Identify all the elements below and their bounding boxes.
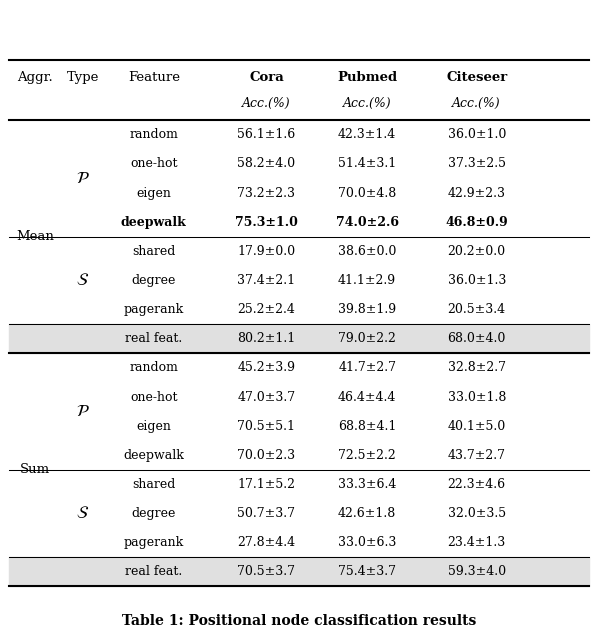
Text: 79.0±2.2: 79.0±2.2 — [338, 332, 396, 345]
Text: Cora: Cora — [249, 72, 284, 84]
Text: random: random — [129, 128, 178, 141]
Text: 70.5±5.1: 70.5±5.1 — [237, 420, 295, 433]
Text: 42.9±2.3: 42.9±2.3 — [448, 186, 506, 200]
Text: 41.7±2.7: 41.7±2.7 — [338, 362, 396, 374]
Text: 40.1±5.0: 40.1±5.0 — [448, 420, 506, 433]
Text: 23.4±1.3: 23.4±1.3 — [448, 536, 506, 549]
Text: 32.8±2.7: 32.8±2.7 — [448, 362, 506, 374]
Text: degree: degree — [132, 274, 176, 287]
Text: 36.0±1.0: 36.0±1.0 — [447, 128, 506, 141]
Text: 37.3±2.5: 37.3±2.5 — [448, 157, 506, 170]
Text: 46.4±4.4: 46.4±4.4 — [338, 390, 396, 404]
Text: $\mathcal{S}$: $\mathcal{S}$ — [76, 505, 89, 522]
Text: 42.6±1.8: 42.6±1.8 — [338, 507, 396, 520]
Text: $\mathcal{P}$: $\mathcal{P}$ — [76, 170, 90, 187]
Text: deepwalk: deepwalk — [123, 449, 184, 462]
Text: 70.5±3.7: 70.5±3.7 — [237, 565, 295, 579]
Text: 17.1±5.2: 17.1±5.2 — [237, 478, 295, 491]
Text: Table 1: Positional node classification results: Table 1: Positional node classification … — [122, 614, 476, 628]
Text: real feat.: real feat. — [125, 565, 182, 579]
Text: 27.8±4.4: 27.8±4.4 — [237, 536, 295, 549]
Text: Acc.(%): Acc.(%) — [343, 97, 392, 110]
Text: $\mathcal{S}$: $\mathcal{S}$ — [76, 272, 89, 289]
Text: 59.3±4.0: 59.3±4.0 — [448, 565, 506, 579]
Text: 51.4±3.1: 51.4±3.1 — [338, 157, 396, 170]
Text: 75.4±3.7: 75.4±3.7 — [338, 565, 396, 579]
Text: 70.0±2.3: 70.0±2.3 — [237, 449, 295, 462]
Text: 22.3±4.6: 22.3±4.6 — [448, 478, 506, 491]
Text: Acc.(%): Acc.(%) — [453, 97, 501, 110]
Text: one-hot: one-hot — [130, 390, 178, 404]
Text: 33.0±6.3: 33.0±6.3 — [338, 536, 396, 549]
Text: real feat.: real feat. — [125, 332, 182, 345]
Text: 73.2±2.3: 73.2±2.3 — [237, 186, 295, 200]
Text: eigen: eigen — [136, 420, 171, 433]
Text: 50.7±3.7: 50.7±3.7 — [237, 507, 295, 520]
Text: 75.3±1.0: 75.3±1.0 — [235, 216, 298, 228]
Text: 80.2±1.1: 80.2±1.1 — [237, 332, 295, 345]
Text: 42.3±1.4: 42.3±1.4 — [338, 128, 396, 141]
Text: 33.3±6.4: 33.3±6.4 — [338, 478, 396, 491]
Text: deepwalk: deepwalk — [121, 216, 187, 228]
Text: 17.9±0.0: 17.9±0.0 — [237, 245, 295, 258]
Text: 32.0±3.5: 32.0±3.5 — [448, 507, 506, 520]
Text: pagerank: pagerank — [124, 536, 184, 549]
Text: shared: shared — [132, 478, 176, 491]
Text: 47.0±3.7: 47.0±3.7 — [237, 390, 295, 404]
Text: $\mathcal{P}$: $\mathcal{P}$ — [76, 403, 90, 420]
Text: 46.8±0.9: 46.8±0.9 — [446, 216, 508, 228]
Text: 20.2±0.0: 20.2±0.0 — [448, 245, 506, 258]
Text: random: random — [129, 362, 178, 374]
Text: Mean: Mean — [16, 230, 54, 243]
Text: 37.4±2.1: 37.4±2.1 — [237, 274, 295, 287]
Text: Citeseer: Citeseer — [446, 72, 507, 84]
Text: 20.5±3.4: 20.5±3.4 — [448, 303, 506, 316]
Text: Type: Type — [66, 72, 99, 84]
Text: Acc.(%): Acc.(%) — [242, 97, 291, 110]
Text: 45.2±3.9: 45.2±3.9 — [237, 362, 295, 374]
Text: 25.2±2.4: 25.2±2.4 — [237, 303, 295, 316]
Text: Sum: Sum — [20, 463, 50, 476]
Bar — [9, 557, 589, 586]
Text: 74.0±2.6: 74.0±2.6 — [335, 216, 399, 228]
Text: 38.6±0.0: 38.6±0.0 — [338, 245, 396, 258]
Text: degree: degree — [132, 507, 176, 520]
Text: 68.8±4.1: 68.8±4.1 — [338, 420, 396, 433]
Text: 33.0±1.8: 33.0±1.8 — [447, 390, 506, 404]
Bar — [9, 324, 589, 353]
Text: Pubmed: Pubmed — [337, 72, 397, 84]
Text: shared: shared — [132, 245, 176, 258]
Text: pagerank: pagerank — [124, 303, 184, 316]
Text: 41.1±2.9: 41.1±2.9 — [338, 274, 396, 287]
Text: 70.0±4.8: 70.0±4.8 — [338, 186, 396, 200]
Text: 58.2±4.0: 58.2±4.0 — [237, 157, 295, 170]
Text: 56.1±1.6: 56.1±1.6 — [237, 128, 295, 141]
Text: Aggr.: Aggr. — [17, 72, 53, 84]
Text: eigen: eigen — [136, 186, 171, 200]
Text: Feature: Feature — [128, 72, 180, 84]
Text: 72.5±2.2: 72.5±2.2 — [338, 449, 396, 462]
Text: 39.8±1.9: 39.8±1.9 — [338, 303, 396, 316]
Text: 43.7±2.7: 43.7±2.7 — [448, 449, 506, 462]
Text: one-hot: one-hot — [130, 157, 178, 170]
Text: 36.0±1.3: 36.0±1.3 — [447, 274, 506, 287]
Text: 68.0±4.0: 68.0±4.0 — [447, 332, 506, 345]
